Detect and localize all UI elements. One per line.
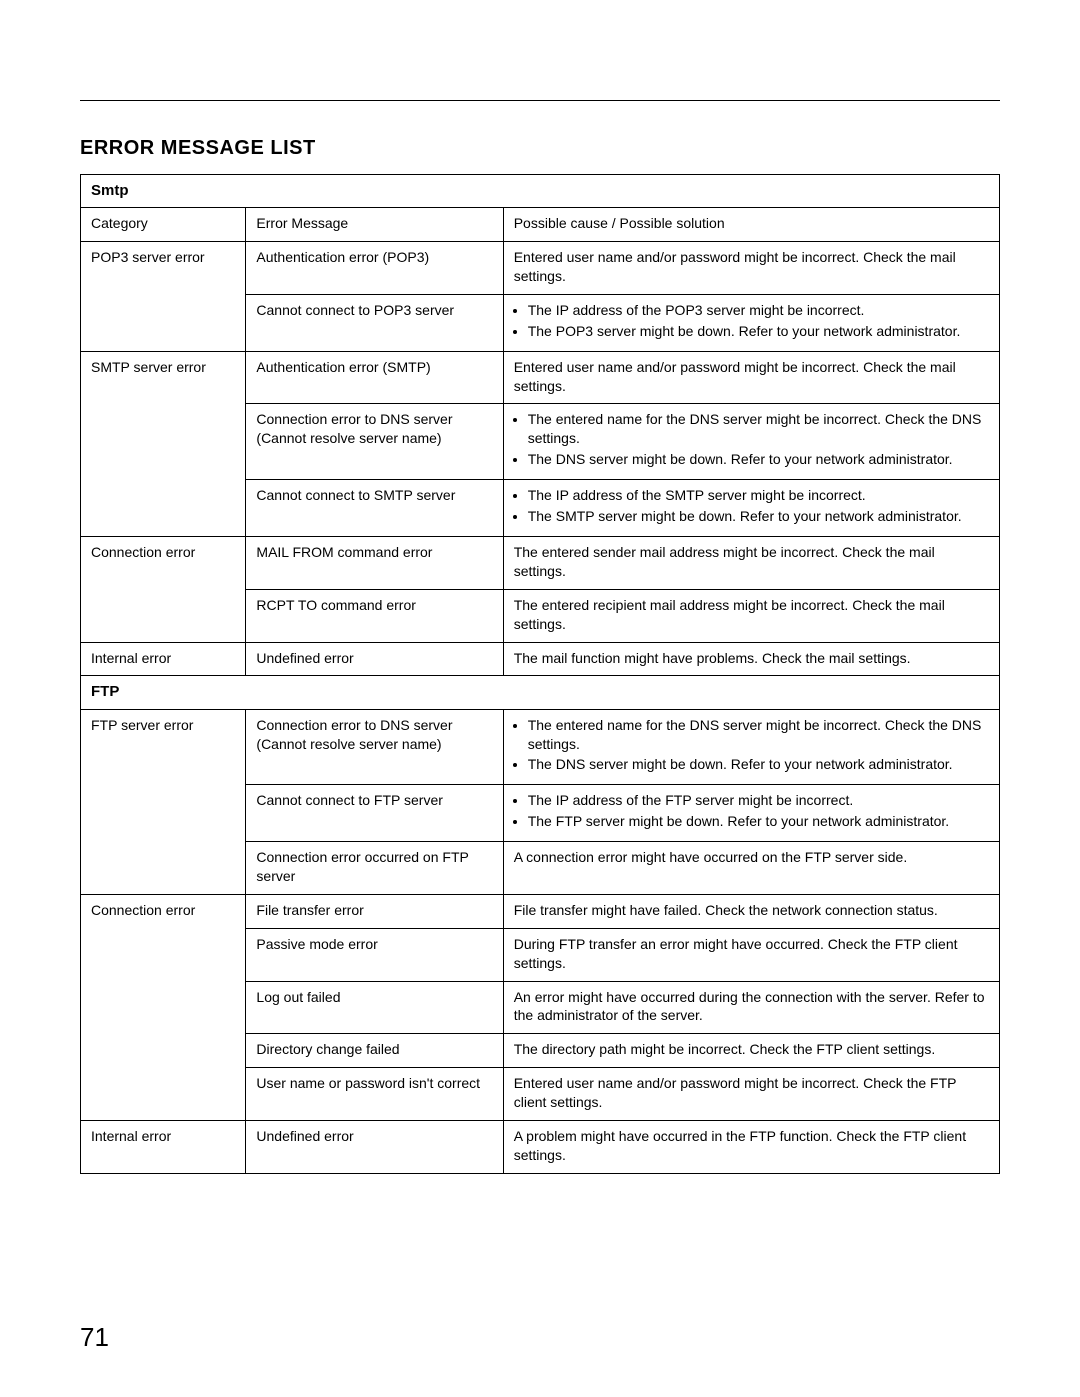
top-horizontal-rule [80,100,1000,101]
column-header-message: Error Message [246,208,503,242]
solution-bullet: The entered name for the DNS server migh… [528,716,989,754]
solution-cell: The entered name for the DNS server migh… [503,404,999,480]
error-message-cell: Authentication error (POP3) [246,242,503,295]
error-message-cell: Passive mode error [246,928,503,981]
category-cell: Internal error [81,642,246,676]
section-header-ftp: FTP [81,676,1000,709]
category-cell: SMTP server error [81,351,246,536]
solution-cell: The IP address of the SMTP server might … [503,480,999,537]
solution-cell: Entered user name and/or password might … [503,1068,999,1121]
solution-bullet: The DNS server might be down. Refer to y… [528,755,989,774]
column-header-category: Category [81,208,246,242]
section-header-smtp: Smtp [81,175,1000,208]
solution-cell: An error might have occurred during the … [503,981,999,1034]
error-message-cell: Cannot connect to SMTP server [246,480,503,537]
column-header-solution: Possible cause / Possible solution [503,208,999,242]
error-message-cell: Log out failed [246,981,503,1034]
solution-bullet: The POP3 server might be down. Refer to … [528,322,989,341]
error-message-cell: Connection error to DNS server (Cannot r… [246,709,503,785]
solution-bullet: The SMTP server might be down. Refer to … [528,507,989,526]
error-message-cell: Cannot connect to POP3 server [246,294,503,351]
error-message-cell: Undefined error [246,642,503,676]
solution-cell: Entered user name and/or password might … [503,351,999,404]
solution-bullet: The IP address of the SMTP server might … [528,486,989,505]
solution-cell: The mail function might have problems. C… [503,642,999,676]
page-number: 71 [80,1322,109,1353]
category-cell: FTP server error [81,709,246,894]
solution-cell: The IP address of the FTP server might b… [503,785,999,842]
solution-bullet: The IP address of the FTP server might b… [528,791,989,810]
error-message-cell: Undefined error [246,1121,503,1174]
category-cell: Internal error [81,1121,246,1174]
page-title: Error Message List [80,137,1000,160]
solution-cell: The entered recipient mail address might… [503,589,999,642]
error-message-cell: RCPT TO command error [246,589,503,642]
error-message-cell: Connection error to DNS server (Cannot r… [246,404,503,480]
solution-bullet: The FTP server might be down. Refer to y… [528,812,989,831]
error-message-table: SmtpCategoryError MessagePossible cause … [80,174,1000,1174]
solution-cell: Entered user name and/or password might … [503,242,999,295]
solution-bullet: The IP address of the POP3 server might … [528,301,989,320]
error-message-cell: Directory change failed [246,1034,503,1068]
category-cell: POP3 server error [81,242,246,352]
error-message-cell: Authentication error (SMTP) [246,351,503,404]
solution-cell: A problem might have occurred in the FTP… [503,1121,999,1174]
error-message-cell: User name or password isn't correct [246,1068,503,1121]
solution-bullet: The DNS server might be down. Refer to y… [528,450,989,469]
solution-cell: The entered name for the DNS server migh… [503,709,999,785]
solution-bullet: The entered name for the DNS server migh… [528,410,989,448]
error-message-cell: Cannot connect to FTP server [246,785,503,842]
category-cell: Connection error [81,536,246,642]
category-cell: Connection error [81,894,246,1120]
solution-cell: The entered sender mail address might be… [503,536,999,589]
error-message-cell: MAIL FROM command error [246,536,503,589]
solution-cell: During FTP transfer an error might have … [503,928,999,981]
solution-cell: The directory path might be incorrect. C… [503,1034,999,1068]
solution-cell: The IP address of the POP3 server might … [503,294,999,351]
document-page: Error Message List SmtpCategoryError Mes… [0,0,1080,1397]
solution-cell: File transfer might have failed. Check t… [503,894,999,928]
error-message-cell: Connection error occurred on FTP server [246,842,503,895]
solution-cell: A connection error might have occurred o… [503,842,999,895]
error-message-cell: File transfer error [246,894,503,928]
